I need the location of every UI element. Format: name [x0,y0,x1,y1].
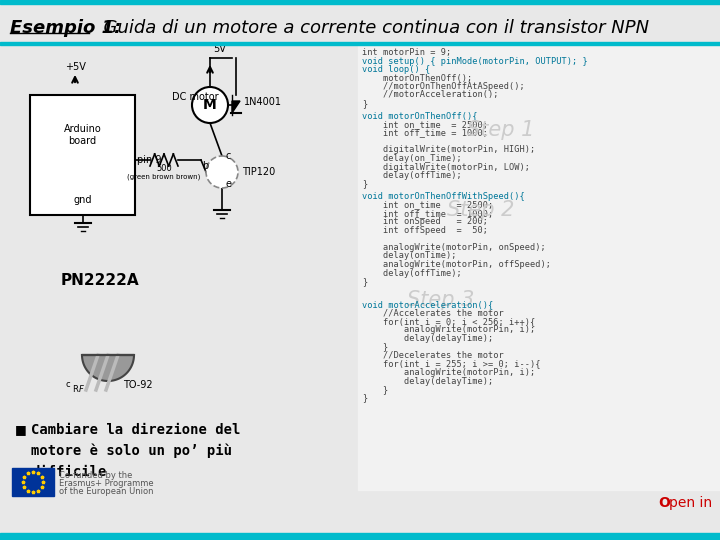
Text: analogWrite(motorPin, offSpeed);: analogWrite(motorPin, offSpeed); [362,260,551,269]
Text: void motorAcceleration(){: void motorAcceleration(){ [362,300,493,309]
Text: M: M [203,98,217,112]
Text: pen in: pen in [669,496,712,510]
Text: c: c [65,380,70,389]
Text: ■: ■ [15,423,27,436]
Text: +5V: +5V [65,62,86,72]
Text: delay(offTime);: delay(offTime); [362,268,462,278]
Text: int on_time   = 2500;: int on_time = 2500; [362,200,493,210]
Bar [0,0,720,4]
Text: int on_time  = 2500;: int on_time = 2500; [362,120,488,129]
Text: 1N4001: 1N4001 [244,97,282,107]
Text: int offSpeed  =  50;: int offSpeed = 50; [362,226,488,235]
Text: digitalWrite(motorPin, LOW);: digitalWrite(motorPin, LOW); [362,163,530,172]
Text: //motorOnThenOffAtASpeed();: //motorOnThenOffAtASpeed(); [362,82,525,91]
Text: analogWrite(motorPin, i);: analogWrite(motorPin, i); [362,368,535,377]
Bar [358,45,720,490]
Text: Erasmus+ Programme: Erasmus+ Programme [59,479,153,488]
Text: }: } [362,99,367,108]
Text: delay(offTime);: delay(offTime); [362,171,462,180]
Text: int onSpeed   = 200;: int onSpeed = 200; [362,218,488,226]
Text: }: } [362,385,388,394]
Text: void loop() {: void loop() { [362,65,431,74]
Text: Esempio 1:: Esempio 1: [10,19,122,37]
Text: //motorAcceleration();: //motorAcceleration(); [362,91,498,99]
Text: void motorOnThenOff(){: void motorOnThenOff(){ [362,111,477,120]
Text: }: } [362,394,367,402]
Text: DC motor: DC motor [172,92,219,102]
Text: 5V: 5V [213,44,226,54]
Text: for(int i = 0; i < 256; i++){: for(int i = 0; i < 256; i++){ [362,317,535,326]
Text: delay(delayTime);: delay(delayTime); [362,334,493,343]
Text: motorOnThenOff();: motorOnThenOff(); [362,73,472,83]
Text: e: e [226,179,232,189]
Text: c: c [226,151,231,161]
Text: void setup() { pinMode(motorPin, OUTPUT); }: void setup() { pinMode(motorPin, OUTPUT)… [362,57,588,65]
Text: TO-92: TO-92 [123,380,153,390]
Polygon shape [232,101,240,113]
Text: Step 2: Step 2 [447,200,514,220]
Text: }: } [362,277,367,286]
Text: Arduino
board: Arduino board [63,124,102,146]
Bar [0,533,720,540]
Text: //Accelerates the motor: //Accelerates the motor [362,308,504,318]
Text: int motorPin = 9;: int motorPin = 9; [362,48,451,57]
Text: digitalWrite(motorPin, HIGH);: digitalWrite(motorPin, HIGH); [362,145,535,154]
Polygon shape [82,355,134,381]
Bar [0,42,720,45]
Text: int off_time = 1000;: int off_time = 1000; [362,129,488,138]
Text: b: b [202,161,208,171]
Text: pin 9: pin 9 [137,155,161,165]
Text: F: F [79,385,84,394]
Text: Co-funded by the: Co-funded by the [59,471,132,480]
Text: analogWrite(motorPin, i);: analogWrite(motorPin, i); [362,326,535,334]
Text: int off_time  = 1000;: int off_time = 1000; [362,209,493,218]
Circle shape [192,87,228,123]
Text: 500: 500 [156,164,172,173]
Text: delay(onTime);: delay(onTime); [362,252,456,260]
Text: R: R [72,385,78,394]
FancyBboxPatch shape [30,95,135,215]
Bar [12,468,54,496]
Text: //Decelerates the motor: //Decelerates the motor [362,351,504,360]
Text: Guida di un motore a corrente continua con il transistor NPN: Guida di un motore a corrente continua c… [92,19,649,37]
Text: analogWrite(motorPin, onSpeed);: analogWrite(motorPin, onSpeed); [362,243,546,252]
Text: }: } [362,179,367,188]
Text: of the European Union: of the European Union [59,487,153,496]
Text: (green brown brown): (green brown brown) [127,174,201,180]
Text: gnd: gnd [73,195,91,205]
Text: delay(on_Time);: delay(on_Time); [362,154,462,163]
Text: Step 1: Step 1 [467,120,534,140]
Text: }: } [362,342,388,352]
Text: PN2222A: PN2222A [60,273,139,288]
Text: Cambiare la direzione del
motore è solo un po’ più
difficile: Cambiare la direzione del motore è solo … [31,423,240,479]
Circle shape [206,156,238,188]
Text: for(int i = 255; i >= 0; i--){: for(int i = 255; i >= 0; i--){ [362,360,541,368]
Text: TIP120: TIP120 [242,167,275,177]
Text: delay(delayTime);: delay(delayTime); [362,376,493,386]
Text: O: O [658,496,670,510]
Text: void motorOnThenOffWithSpeed(){: void motorOnThenOffWithSpeed(){ [362,192,525,201]
Text: Step 3: Step 3 [407,289,474,309]
